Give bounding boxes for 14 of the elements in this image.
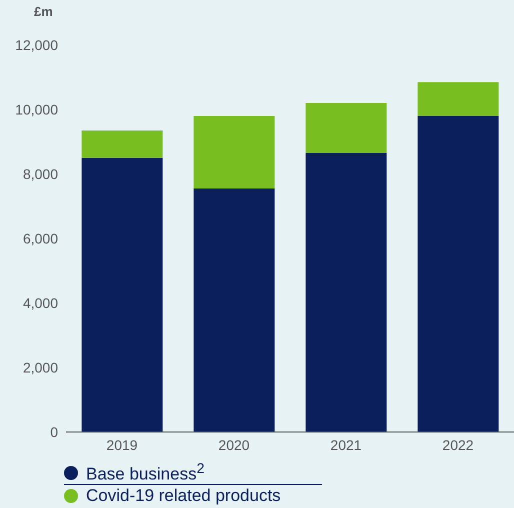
y-tick-label: 2,000 [22, 359, 58, 376]
legend-label: Covid-19 related products [86, 486, 281, 506]
x-tick-label: 2022 [442, 436, 474, 453]
y-tick-label: 0 [50, 424, 58, 440]
y-tick-label: 12,000 [15, 36, 58, 53]
y-tick-label: 6,000 [22, 230, 58, 246]
x-tick-label: 2020 [218, 436, 250, 453]
y-tick-label: 10,000 [15, 101, 58, 118]
x-tick-label: 2019 [106, 436, 138, 453]
y-tick-label: 4,000 [22, 294, 58, 311]
legend-label: Base business$^{2}$ [86, 461, 204, 485]
y-axis-title: £m [34, 4, 53, 19]
x-tick-label: 2021 [330, 436, 362, 453]
y-tick-label: 8,000 [22, 166, 58, 182]
